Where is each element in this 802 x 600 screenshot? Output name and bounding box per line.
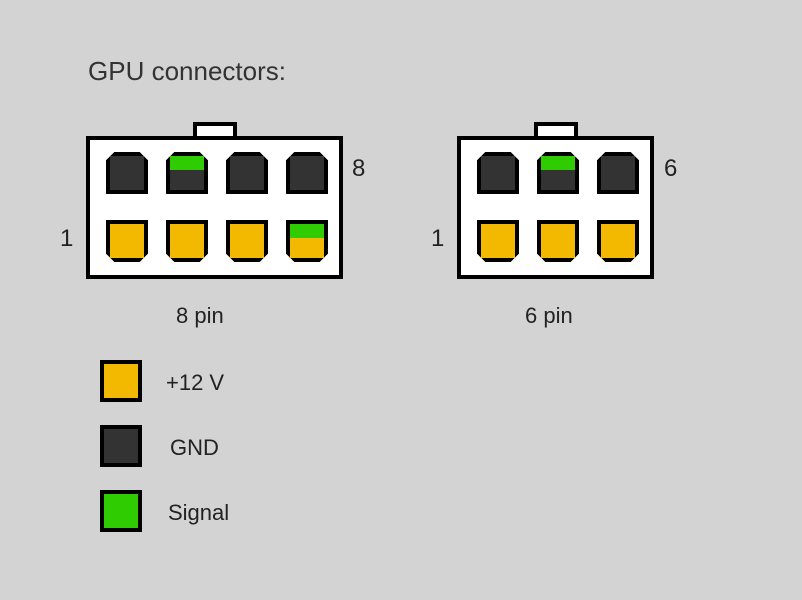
pin	[597, 220, 639, 262]
pin	[166, 220, 208, 262]
legend-box-12v	[100, 360, 142, 402]
diagram-title: GPU connectors:	[88, 56, 286, 87]
legend-box-gnd	[100, 425, 142, 467]
legend-box-signal	[100, 490, 142, 532]
pin	[226, 220, 268, 262]
pin	[226, 152, 268, 194]
connector-6pin-caption: 6 pin	[525, 303, 573, 329]
pin	[166, 152, 208, 194]
legend-label-signal: Signal	[168, 500, 229, 526]
connector-8pin-label-end: 8	[352, 155, 365, 183]
pin	[286, 220, 328, 262]
pin	[106, 220, 148, 262]
pin	[537, 220, 579, 262]
pin	[597, 152, 639, 194]
pin	[286, 152, 328, 194]
pin-signal-stripe	[290, 224, 324, 238]
pin	[477, 220, 519, 262]
pin-signal-stripe	[170, 156, 204, 170]
connector-6pin-label-end: 6	[664, 155, 677, 183]
pin	[537, 152, 579, 194]
connector-8pin-label-start: 1	[60, 225, 73, 253]
pin-signal-stripe	[541, 156, 575, 170]
legend-label-12v: +12 V	[166, 370, 224, 396]
connector-6pin-label-start: 1	[431, 225, 444, 253]
legend-label-gnd: GND	[170, 435, 219, 461]
connector-8pin-caption: 8 pin	[176, 303, 224, 329]
pin	[106, 152, 148, 194]
pin	[477, 152, 519, 194]
